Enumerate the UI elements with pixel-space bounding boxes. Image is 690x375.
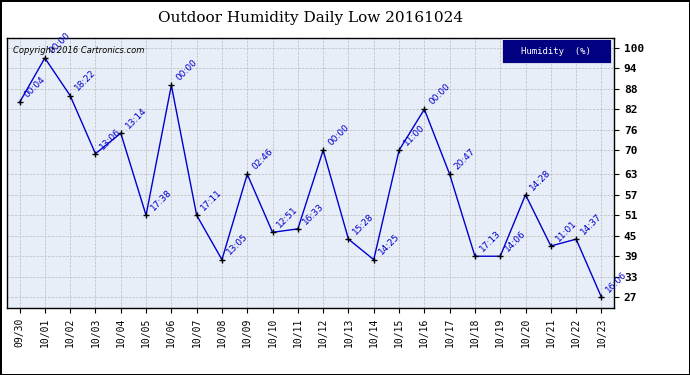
Text: 18:22: 18:22 [73,68,97,93]
Text: 02:46: 02:46 [250,147,275,171]
Text: 14:37: 14:37 [579,212,604,236]
Text: 13:06: 13:06 [98,126,123,151]
Text: 13:14: 13:14 [124,106,148,130]
Text: 16:33: 16:33 [301,201,325,226]
Text: 00:00: 00:00 [174,58,199,82]
Text: 00:00: 00:00 [427,82,452,106]
Text: Outdoor Humidity Daily Low 20161024: Outdoor Humidity Daily Low 20161024 [158,11,463,25]
Text: 00:00: 00:00 [48,31,72,55]
Text: 17:38: 17:38 [149,188,173,213]
Text: 11:01: 11:01 [553,219,578,243]
Text: 14:06: 14:06 [503,229,528,254]
Text: 11:00: 11:00 [402,123,426,147]
Text: 17:13: 17:13 [477,229,502,254]
Text: 17:11: 17:11 [199,188,224,213]
Text: 14:28: 14:28 [529,168,553,192]
Text: 14:25: 14:25 [377,232,401,257]
Text: 00:00: 00:00 [326,123,351,147]
Text: 15:28: 15:28 [351,212,376,236]
Text: 20:47: 20:47 [453,147,477,171]
Text: 12:51: 12:51 [275,205,300,230]
FancyBboxPatch shape [502,39,611,63]
Text: 16:06: 16:06 [604,270,629,294]
Text: Copyright 2016 Cartronics.com: Copyright 2016 Cartronics.com [13,46,144,55]
Text: Humidity  (%): Humidity (%) [522,46,591,56]
Text: 00:04: 00:04 [22,75,47,100]
Text: 13:05: 13:05 [225,232,249,257]
